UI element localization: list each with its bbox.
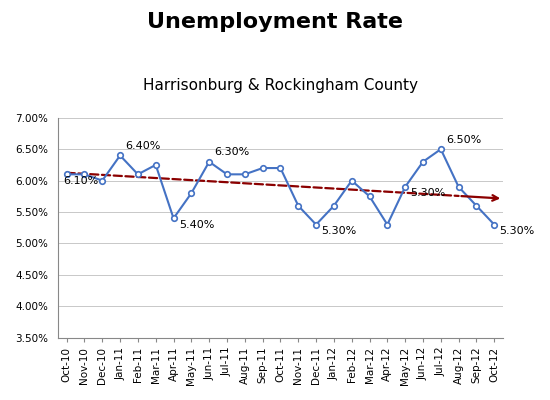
- Text: 6.10%: 6.10%: [63, 176, 98, 186]
- Text: Unemployment Rate: Unemployment Rate: [147, 12, 403, 32]
- Text: 5.30%: 5.30%: [321, 226, 356, 236]
- Text: 5.40%: 5.40%: [179, 220, 214, 230]
- Text: 5.30%: 5.30%: [410, 188, 446, 198]
- Text: 6.30%: 6.30%: [214, 147, 250, 157]
- Text: 5.30%: 5.30%: [499, 226, 535, 236]
- Text: 6.50%: 6.50%: [446, 135, 481, 145]
- Text: 6.40%: 6.40%: [125, 141, 161, 151]
- Title: Harrisonburg & Rockingham County: Harrisonburg & Rockingham County: [143, 78, 418, 93]
